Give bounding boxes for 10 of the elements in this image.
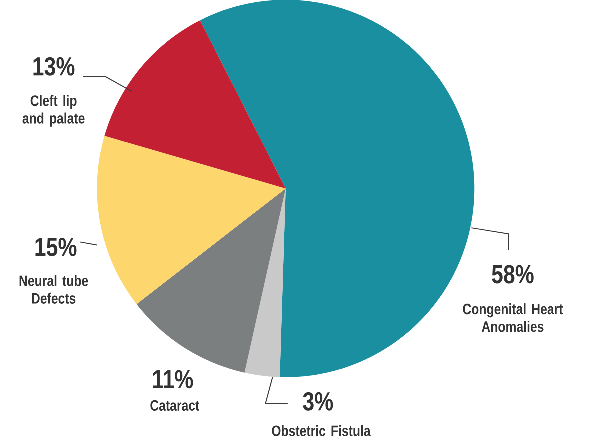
- slice-label: Neural tube Defects: [20, 275, 88, 304]
- data-label: 15%: [36, 238, 77, 257]
- slice-label: Cleft lip and palate: [22, 95, 85, 127]
- data-label: 13%: [34, 57, 75, 76]
- slice-label: Obstetric Fistula: [272, 425, 371, 437]
- data-label: 11%: [153, 370, 194, 389]
- slice-label: Congenital Heart Anomalies: [463, 304, 564, 332]
- data-label: 3%: [303, 392, 334, 412]
- data-label: 58%: [492, 265, 534, 284]
- slice-label: Cataract: [150, 400, 200, 412]
